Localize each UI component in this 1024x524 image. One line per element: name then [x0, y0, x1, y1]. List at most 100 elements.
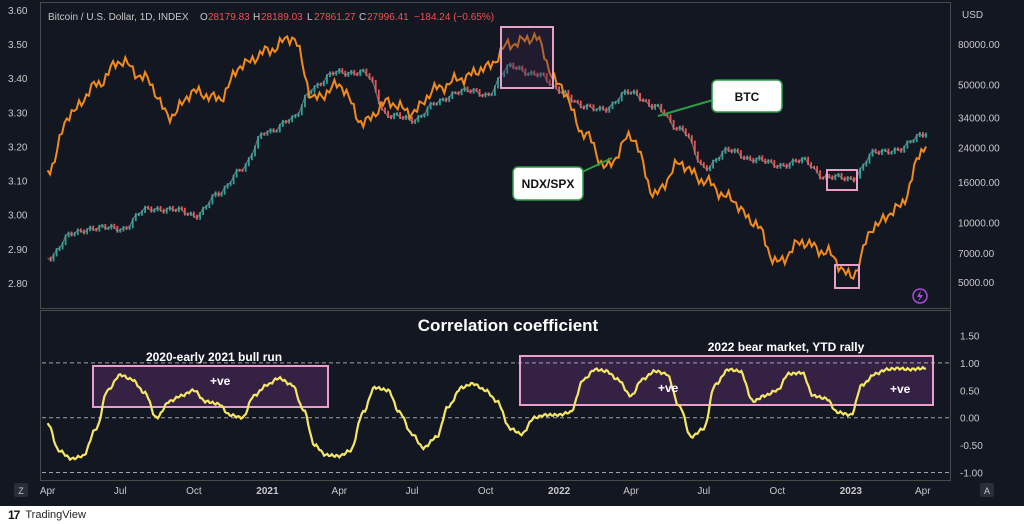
btc-candle	[76, 228, 79, 236]
btc-candle	[605, 107, 608, 113]
btc-candle	[740, 150, 742, 159]
zoom-toggle-label: Z	[18, 486, 24, 496]
btc-candle	[834, 174, 837, 181]
btc-candle	[840, 172, 843, 180]
btc-candle	[159, 206, 162, 212]
btc-candle	[134, 213, 137, 222]
btc-candle	[608, 106, 611, 113]
positive-label-1: +ve	[210, 374, 231, 388]
btc-candle	[374, 79, 377, 93]
btc-candle	[199, 212, 201, 220]
time-tick-label: Apr	[40, 486, 56, 497]
btc-candle	[681, 125, 684, 132]
btc-candle	[592, 104, 595, 112]
btc-candle	[150, 206, 153, 213]
open-label: O	[200, 12, 208, 23]
btc-candle	[451, 91, 454, 100]
btc-candle	[623, 89, 626, 96]
btc-candle	[297, 112, 300, 118]
btc-callout: BTC	[657, 79, 783, 117]
tradingview-logo-icon[interactable]: 17	[8, 508, 20, 522]
btc-candle	[570, 94, 573, 103]
btc-candle	[180, 206, 183, 211]
btc-candle	[439, 98, 441, 106]
btc-candle	[278, 123, 281, 133]
btc-candle	[365, 68, 368, 77]
auto-scale-button[interactable]: A	[980, 483, 994, 497]
positive-label-3: +ve	[890, 382, 911, 396]
btc-candle	[104, 224, 107, 231]
time-tick-label: Apr	[332, 486, 348, 497]
btc-candle	[350, 69, 353, 75]
zoom-toggle-button[interactable]: Z	[14, 483, 28, 497]
btc-candle	[868, 153, 871, 164]
time-tick-label: Oct	[770, 486, 786, 497]
left-tick-label: 3.60	[8, 6, 28, 17]
correlation-title: Correlation coefficient	[418, 316, 599, 335]
btc-candle	[122, 226, 125, 232]
btc-candle	[254, 145, 256, 157]
btc-candle	[141, 210, 143, 216]
btc-candle	[387, 110, 389, 119]
time-tick-label: Apr	[915, 486, 931, 497]
btc-candles	[49, 62, 927, 262]
btc-candle	[921, 131, 924, 138]
left-tick-label: 3.10	[8, 177, 28, 188]
btc-candle	[666, 113, 669, 118]
btc-candle	[247, 157, 250, 167]
btc-candle	[669, 114, 672, 123]
btc-candle	[627, 89, 629, 95]
open-value: 28179.83	[208, 12, 250, 23]
btc-candle	[484, 92, 487, 98]
chart-background	[0, 0, 1024, 506]
btc-candle	[743, 155, 745, 161]
btc-candle	[338, 68, 341, 74]
btc-candle	[116, 225, 119, 233]
btc-candle	[359, 69, 362, 77]
btc-candle	[300, 104, 303, 116]
btc-candle	[377, 89, 380, 105]
btc-candle	[807, 156, 810, 166]
btc-candle	[384, 107, 386, 114]
right-tick-label: 24000.00	[958, 143, 1000, 154]
btc-candle	[70, 231, 73, 237]
btc-candle	[98, 224, 101, 232]
btc-candle	[871, 148, 874, 157]
low-label: L	[307, 12, 313, 23]
btc-candle	[918, 131, 921, 138]
btc-candle	[755, 157, 758, 164]
time-tick-label: Apr	[623, 486, 639, 497]
btc-candle	[579, 100, 582, 109]
btc-candle	[171, 205, 174, 212]
btc-candle	[906, 140, 909, 149]
btc-candle	[162, 208, 165, 214]
symbol-header: Bitcoin / U.S. Dollar, 1D, INDEX O 28179…	[48, 12, 494, 23]
btc-candle	[341, 68, 344, 74]
btc-candle	[887, 148, 890, 155]
lightning-alert-icon[interactable]	[912, 288, 928, 304]
btc-candle	[168, 205, 171, 211]
btc-candle	[785, 163, 788, 169]
btc-candle	[586, 103, 589, 110]
btc-candle	[706, 165, 708, 172]
btc-candle	[411, 116, 413, 124]
btc-candle	[460, 88, 463, 96]
time-axis: Apr Jul Oct 2021 Apr Jul Oct 2022 Apr Jul Oct 2023 A…	[40, 486, 931, 497]
positive-label-2: +ve	[658, 381, 679, 395]
btc-candle	[493, 85, 496, 96]
btc-candle	[86, 228, 88, 235]
ndx-spx-series-line	[46, 31, 927, 281]
btc-candle	[347, 71, 350, 77]
btc-candle	[761, 155, 764, 162]
btc-candle	[196, 214, 198, 220]
btc-candle	[791, 158, 794, 166]
btc-candle	[859, 167, 862, 179]
tradingview-brand[interactable]: TradingView	[25, 509, 86, 521]
btc-candle	[633, 89, 635, 95]
btc-candle	[690, 135, 693, 144]
btc-candle	[512, 62, 515, 70]
btc-candle	[310, 89, 313, 95]
dec-2022-btc-highlight	[826, 169, 858, 191]
auto-scale-label: A	[984, 486, 990, 496]
btc-candle	[211, 194, 214, 205]
